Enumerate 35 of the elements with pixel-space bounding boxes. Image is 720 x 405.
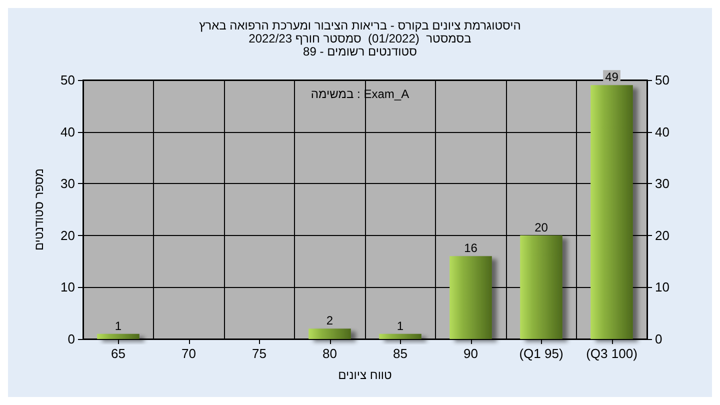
data-label: 1 xyxy=(114,318,122,333)
y-tick-label: 0 xyxy=(68,332,75,346)
bar xyxy=(308,328,351,339)
x-tick-label: 75 xyxy=(252,346,266,361)
y2-tick-label: 0 xyxy=(655,332,662,346)
y2-tick-label: 30 xyxy=(655,176,670,192)
x-tick-label: 70 xyxy=(182,346,196,361)
x-axis-title: טווח ציונים xyxy=(338,368,392,382)
bar xyxy=(97,334,140,339)
chart-title: היסטוגרמת ציונים בקורס - בריאות הציבור ומערכת הרפואה בארץ בסמסטר (01/2022) סמסטר חורף 2022/23 סטודנטים רשומים - 89 xyxy=(199,18,521,58)
data-label: 16 xyxy=(464,241,478,256)
y-tick-label: 20 xyxy=(60,228,75,243)
y-axis-title: מספר סטודנטים xyxy=(32,168,46,251)
data-label: 49 xyxy=(605,70,619,84)
y-tick-label: 30 xyxy=(60,176,75,192)
y-tick-label: 40 xyxy=(60,124,75,140)
x-tick-label: (Q3 100) xyxy=(586,346,638,361)
y2-tick-label: 20 xyxy=(655,228,670,243)
data-label: 20 xyxy=(534,220,548,234)
x-tick-label: (Q1 95) xyxy=(519,346,564,361)
x-tick-label: 90 xyxy=(464,346,478,361)
y-tick-label: 10 xyxy=(60,280,75,295)
bar xyxy=(520,235,562,339)
x-tick-label: 65 xyxy=(111,346,126,361)
y2-tick-label: 40 xyxy=(655,124,670,140)
bar xyxy=(379,334,422,339)
data-label: 1 xyxy=(396,318,404,333)
bar xyxy=(590,85,633,339)
y-tick-label: 50 xyxy=(60,72,75,88)
x-tick-label: 80 xyxy=(322,346,337,361)
x-tick-label: 85 xyxy=(393,346,408,361)
bar xyxy=(450,256,492,339)
data-label: 2 xyxy=(326,314,334,328)
y2-tick-label: 50 xyxy=(655,72,670,88)
y2-tick-label: 10 xyxy=(655,280,670,295)
